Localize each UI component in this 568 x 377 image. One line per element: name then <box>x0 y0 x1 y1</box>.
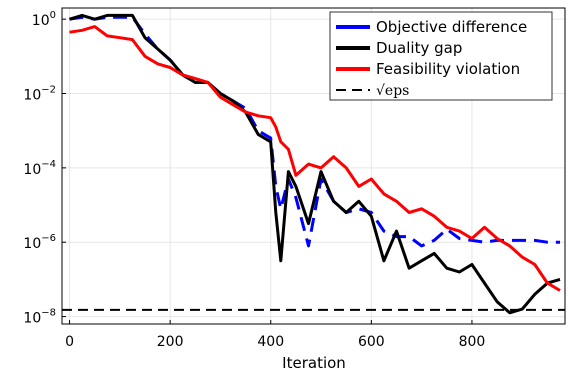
x-tick-label: 200 <box>157 334 184 350</box>
x-tick-label: 0 <box>65 334 74 350</box>
plot-frame <box>61 7 566 325</box>
legend-label-eps: √eps <box>376 83 409 99</box>
series-lines <box>62 13 565 315</box>
x-tick-label: 800 <box>459 334 486 350</box>
y-tick-label: 10−4 <box>23 159 56 178</box>
legend-label-duality-gap: Duality gap <box>376 39 462 57</box>
x-tick-label: 400 <box>257 334 284 350</box>
legend-label-objective-difference: Objective difference <box>376 18 527 36</box>
series-line-duality-gap <box>69 13 561 315</box>
y-tick-label: 10−2 <box>23 85 56 104</box>
y-tick-label: 10−8 <box>23 308 56 327</box>
series-line-feasibility-violation <box>69 25 561 292</box>
legend: Objective difference Duality gap Feasibili… <box>329 11 553 101</box>
y-tick-label: 10−6 <box>23 233 56 252</box>
y-tick-label: 100 <box>32 10 56 29</box>
axis-ticks: 0 200 400 600 800 10−8 10−6 10−4 10−2 100 <box>23 10 485 350</box>
x-tick-label: 600 <box>358 334 385 350</box>
legend-label-feasibility-violation: Feasibility violation <box>376 60 520 78</box>
x-axis-label: Iteration <box>282 354 346 372</box>
